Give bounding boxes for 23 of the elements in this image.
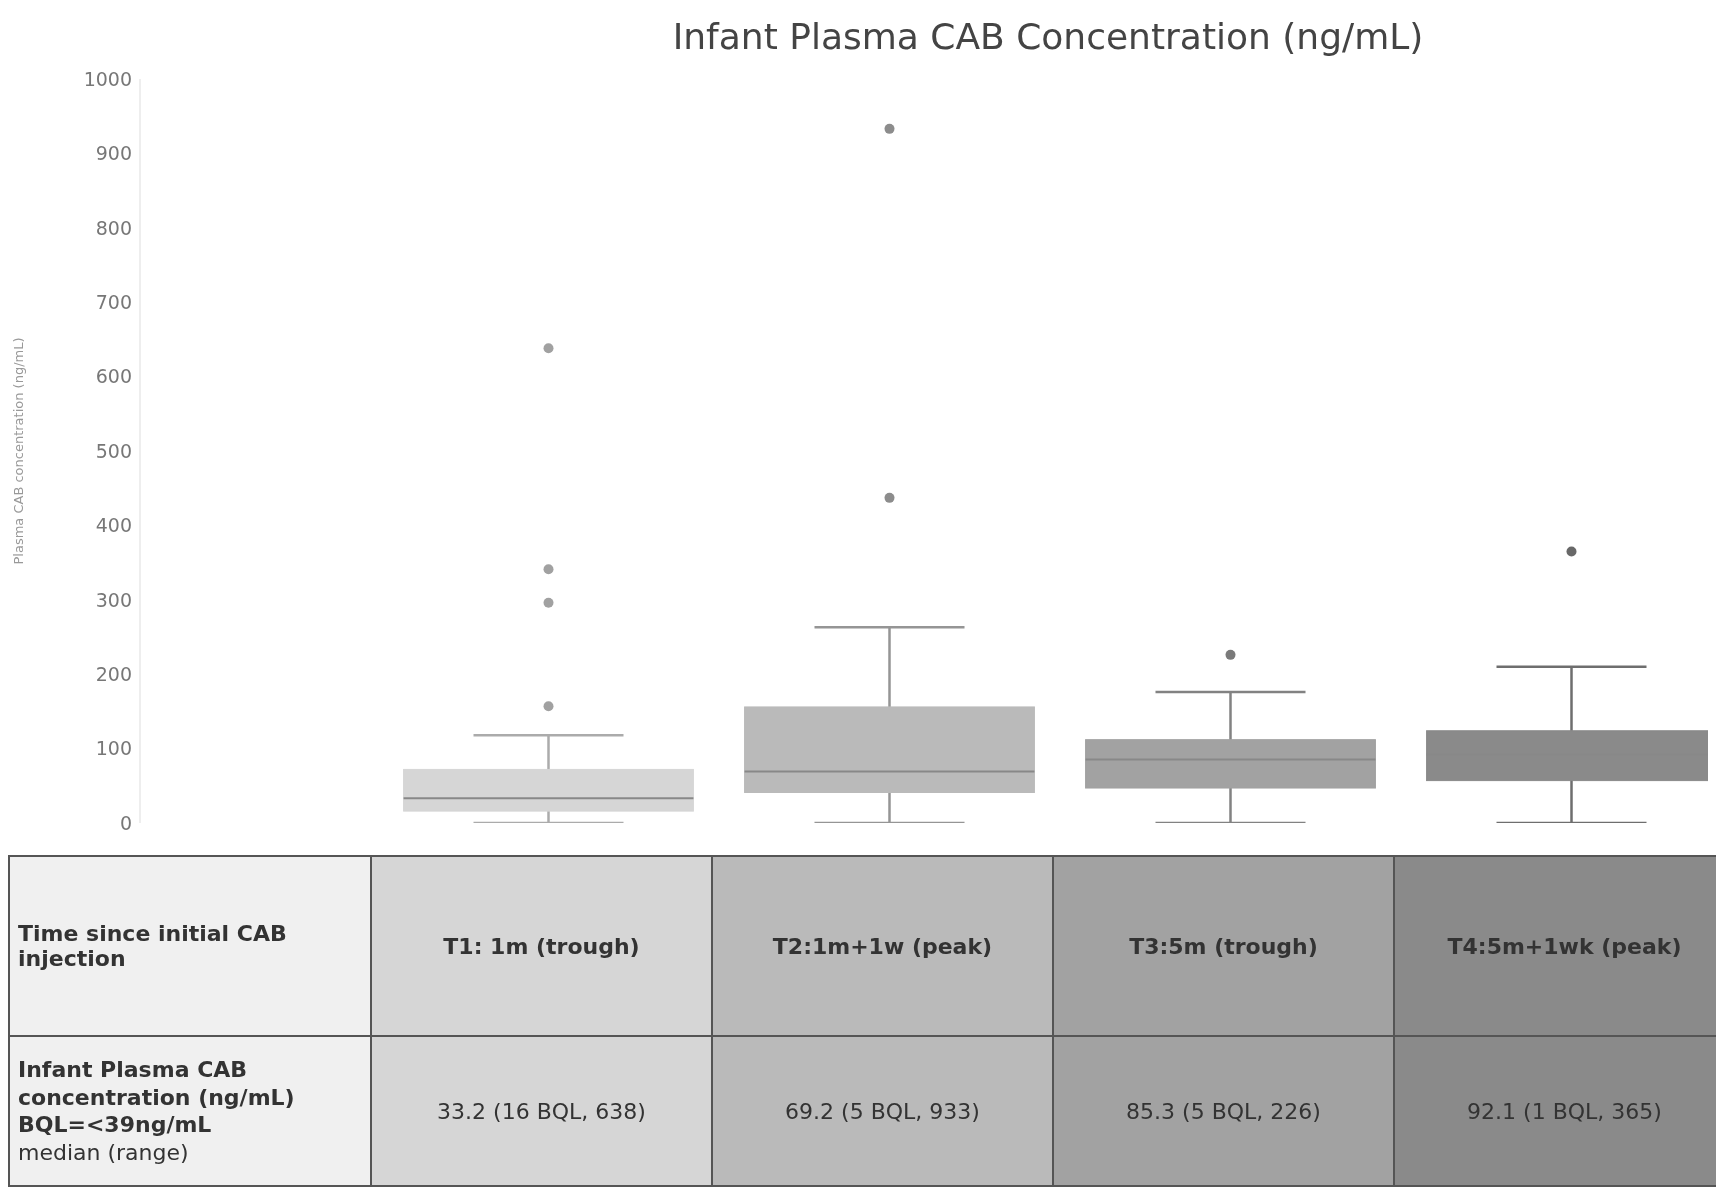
- x-axis-title: Time since initial CAB injection: [9, 856, 371, 1036]
- y-tick-label: 700: [95, 290, 132, 313]
- text: 85.3 (5 BQL, 226): [1126, 1098, 1321, 1124]
- text: median (range): [18, 1138, 190, 1166]
- y-tick-label: 300: [95, 588, 132, 611]
- text: 33.2 (16 BQL, 638): [437, 1098, 646, 1124]
- y-tick-label: 1000: [83, 67, 132, 90]
- y-tick-label: 200: [95, 662, 132, 685]
- text: 92.1 (1 BQL, 365): [1467, 1098, 1662, 1124]
- x-tick-label: T4:5m+1wk (peak): [1394, 856, 1716, 1036]
- y-tick-label: 500: [95, 439, 132, 462]
- y-tick-label: 0: [119, 811, 132, 834]
- chart-title: Infant Plasma CAB Concentration (ng/mL): [671, 16, 1425, 57]
- x-tick-label: T2:1m+1w (peak): [712, 856, 1053, 1036]
- y-tick-label: 600: [95, 365, 132, 388]
- y-tick-label: 900: [95, 142, 132, 165]
- x-tick-label: T3:5m (trough): [1053, 856, 1394, 1036]
- y-tick-label: 100: [95, 737, 132, 760]
- text: 69.2 (5 BQL, 933): [785, 1098, 980, 1124]
- y-tick-label: 800: [95, 216, 132, 239]
- y-tick-label: 400: [95, 514, 132, 537]
- x-tick-label: T1: 1m (trough): [371, 856, 712, 1036]
- y-axis-title: Plasma CAB concentration (ng/mL): [10, 337, 26, 565]
